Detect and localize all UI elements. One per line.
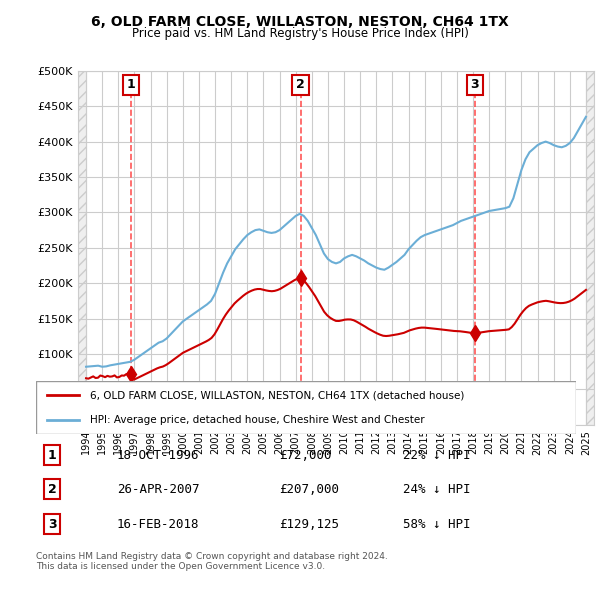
Text: HPI: Average price, detached house, Cheshire West and Chester: HPI: Average price, detached house, Ches… — [90, 415, 425, 425]
Text: 2: 2 — [296, 78, 305, 91]
Text: £129,125: £129,125 — [279, 517, 339, 531]
Text: 24% ↓ HPI: 24% ↓ HPI — [403, 483, 471, 496]
Text: 16-FEB-2018: 16-FEB-2018 — [117, 517, 199, 531]
Bar — [78, 71, 86, 425]
Text: 2: 2 — [48, 483, 56, 496]
Text: 26-APR-2007: 26-APR-2007 — [117, 483, 199, 496]
Text: 6, OLD FARM CLOSE, WILLASTON, NESTON, CH64 1TX: 6, OLD FARM CLOSE, WILLASTON, NESTON, CH… — [91, 15, 509, 29]
Text: 22% ↓ HPI: 22% ↓ HPI — [403, 448, 471, 461]
Bar — [78, 71, 86, 425]
Text: 18-OCT-1996: 18-OCT-1996 — [117, 448, 199, 461]
Text: £207,000: £207,000 — [279, 483, 339, 496]
Text: Contains HM Land Registry data © Crown copyright and database right 2024.
This d: Contains HM Land Registry data © Crown c… — [36, 552, 388, 571]
Text: 3: 3 — [48, 517, 56, 531]
Text: £72,000: £72,000 — [279, 448, 331, 461]
Bar — [586, 71, 594, 425]
Text: 58% ↓ HPI: 58% ↓ HPI — [403, 517, 471, 531]
Text: 1: 1 — [48, 448, 56, 461]
Bar — [586, 71, 594, 425]
Text: 3: 3 — [470, 78, 479, 91]
Text: 6, OLD FARM CLOSE, WILLASTON, NESTON, CH64 1TX (detached house): 6, OLD FARM CLOSE, WILLASTON, NESTON, CH… — [90, 391, 464, 401]
FancyBboxPatch shape — [36, 381, 576, 434]
Text: 1: 1 — [127, 78, 136, 91]
Text: Price paid vs. HM Land Registry's House Price Index (HPI): Price paid vs. HM Land Registry's House … — [131, 27, 469, 40]
